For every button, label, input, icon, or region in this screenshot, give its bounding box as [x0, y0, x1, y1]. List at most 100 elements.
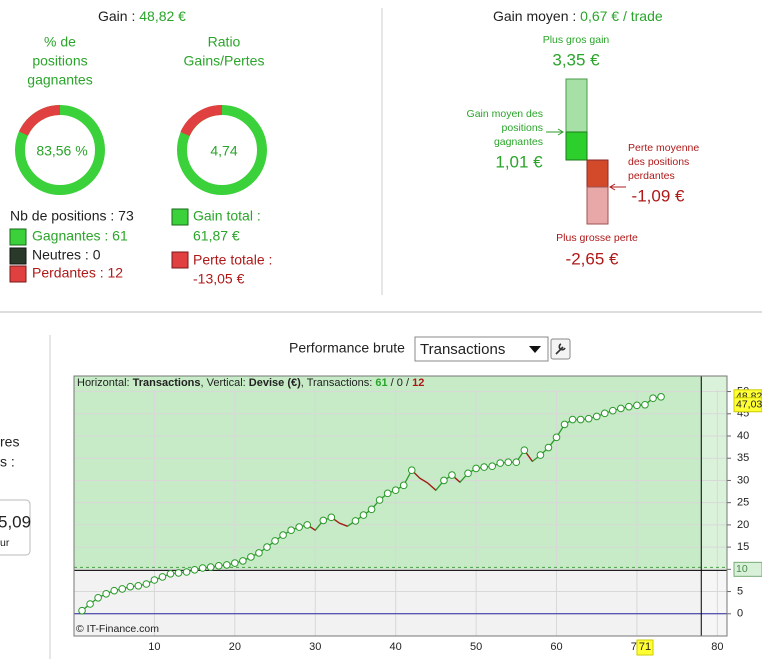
wrench-icon: [555, 343, 566, 355]
data-point: [520, 446, 529, 455]
avg-gain-label: Gain moyen des: [467, 108, 543, 120]
data-point: [174, 569, 183, 577]
data-point: [472, 464, 480, 473]
data-point: [319, 516, 328, 525]
arrow: [546, 128, 564, 136]
data-point: [222, 561, 231, 569]
data-point: [560, 420, 569, 429]
perf-title: Performance brute: [289, 340, 405, 356]
data-point: [247, 553, 255, 561]
x-tick-label: 40: [390, 641, 402, 653]
donut-loss: [180, 104, 223, 137]
data-point: [488, 462, 496, 471]
gain-total: 61,87 €: [193, 228, 240, 244]
select-box[interactable]: [414, 336, 549, 362]
ratio-title: Gains/Pertes: [184, 53, 265, 69]
chart: 102030405060708005101520253035404550Hori…: [73, 375, 762, 656]
legend-swatch: [9, 228, 27, 246]
avg-label: Gain moyen : 0,67 € / trade: [493, 8, 663, 24]
donut: 83,56 %: [15, 105, 105, 195]
max-gain: 3,35 €: [552, 50, 600, 69]
data-point: [407, 466, 416, 475]
data-point: [625, 402, 633, 411]
data-point: [190, 565, 199, 574]
gain-value: 48,82 €: [139, 8, 186, 24]
neutres: Neutres : 0: [32, 247, 101, 263]
select[interactable]: Transactions: [414, 336, 549, 362]
data-point: [383, 489, 392, 498]
data-point: [158, 573, 167, 581]
pct-title: positions: [32, 53, 87, 69]
y-tick-label: 20: [737, 519, 749, 531]
avg-label-text: Gain moyen :: [493, 8, 580, 24]
y-tick-label: 15: [737, 541, 749, 553]
data-point: [464, 469, 472, 478]
header-part: 61: [375, 377, 387, 389]
x-tick-label: 80: [711, 641, 723, 653]
header-part: , Transactions:: [301, 377, 376, 389]
data-point: [512, 458, 521, 467]
max-loss: -2,65 €: [566, 249, 619, 268]
ratio-value: 4,74: [210, 143, 237, 159]
avg-loss-label: des positions: [628, 156, 689, 168]
y-tick-label: 35: [737, 452, 749, 464]
legend-swatch: [171, 251, 189, 269]
data-point: [480, 463, 488, 471]
loss-bar: [586, 186, 609, 225]
data-point: [504, 458, 513, 467]
data-point: [198, 564, 207, 572]
perdantes: Perdantes : 12: [32, 265, 123, 281]
data-point: [367, 505, 376, 514]
data-point: [110, 586, 119, 595]
data-point: [375, 496, 384, 504]
legend-swatch: [171, 208, 189, 226]
header-part: /: [403, 377, 412, 389]
loss-segment: [427, 482, 437, 491]
nb-positions: Nb de positions : 73: [10, 208, 134, 224]
data-point: [609, 406, 617, 415]
side-text: res: [0, 434, 19, 450]
gagnantes: Gagnantes : 61: [32, 228, 128, 244]
data-point: [592, 412, 601, 421]
pct-title: gagnantes: [27, 72, 92, 88]
gain-bar-avg: [565, 131, 588, 161]
data-point: [657, 393, 665, 401]
data-point: [279, 531, 287, 539]
data-point: [78, 606, 86, 615]
y-tick-label: 5: [737, 585, 743, 597]
data-point: [633, 401, 641, 410]
y-tick-label: 25: [737, 497, 749, 509]
cursor-label: 47,03: [736, 399, 762, 411]
data-point: [182, 568, 191, 576]
data-point: [584, 414, 593, 423]
data-point: [440, 476, 448, 485]
avg-loss-label: perdantes: [628, 170, 675, 182]
x-cursor-box: [636, 639, 654, 656]
header-part: , Vertical:: [201, 377, 249, 389]
data-point: [239, 557, 247, 565]
avg-gain: 1,01 €: [495, 152, 543, 171]
data-point: [126, 582, 135, 591]
data-point: [351, 517, 360, 525]
plot-frame: [73, 375, 728, 637]
data-point: [263, 543, 271, 551]
header-part: 12: [412, 377, 424, 389]
x-cursor-label: 71: [639, 641, 651, 653]
arrow: [609, 183, 626, 191]
gain-bar: [565, 78, 588, 133]
pct-title: % de: [44, 34, 76, 50]
select-text: Transactions: [420, 341, 505, 358]
y-tick-label: 40: [737, 430, 749, 442]
data-point: [214, 561, 223, 570]
chart-header: Horizontal: Transactions, Vertical: Devi…: [77, 377, 424, 389]
loss-segment: [419, 477, 429, 484]
header-part: Horizontal:: [77, 377, 133, 389]
side-unit: ur: [0, 537, 10, 549]
data-point: [496, 459, 505, 467]
gain-label-text: Gain :: [98, 8, 139, 24]
ratio-title: Ratio: [208, 34, 241, 50]
data-point: [142, 580, 151, 588]
cursor-label-box: [733, 397, 762, 413]
cursor-label: 10: [736, 563, 748, 575]
footer: © IT-Finance.com: [76, 623, 159, 635]
